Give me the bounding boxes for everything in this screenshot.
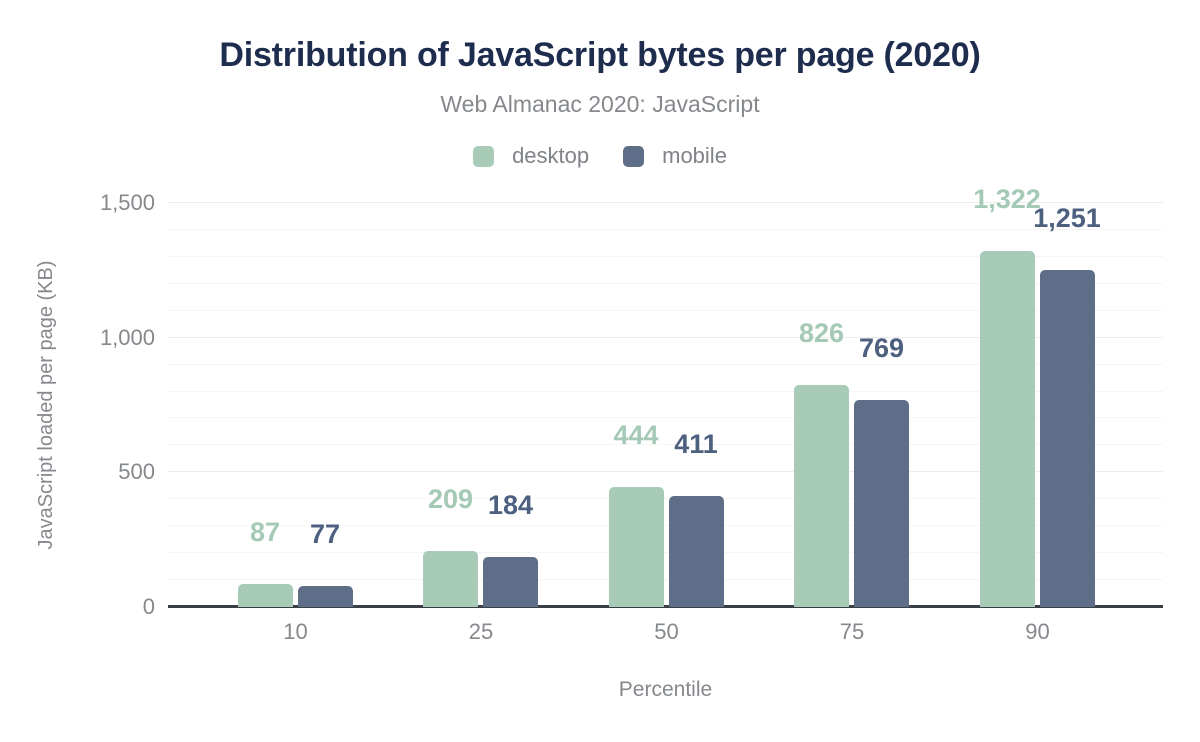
y-tick-label-1500: 1,500 (99, 190, 155, 215)
bar-value-desktop-p25: 209 (427, 483, 474, 514)
bar-desktop-p75 (794, 384, 849, 607)
y-tick-label-1000: 1,000 (99, 324, 155, 350)
gridline-minor-700 (168, 417, 1163, 419)
bar-mobile-p75 (854, 399, 909, 607)
legend-item-mobile: mobile (623, 143, 727, 169)
gridline-minor-1200 (168, 282, 1163, 284)
bar-value-mobile-p75: 769 (858, 332, 905, 363)
y-tick-label-0: 0 (142, 594, 155, 619)
bar-value-desktop-p75: 826 (798, 317, 845, 348)
bar-value-mobile-p25: 184 (487, 490, 534, 521)
gridline-minor-900 (168, 363, 1163, 365)
chart-title: Distribution of JavaScript bytes per pag… (219, 36, 981, 74)
gridline-minor-800 (168, 390, 1163, 392)
bar-value-mobile-p90: 1,251 (1033, 203, 1101, 234)
x-tick-label-90: 90 (1025, 619, 1050, 644)
bar-mobile-p90 (1039, 270, 1095, 607)
legend-label-desktop: desktop (512, 143, 590, 168)
bar-value-desktop-p50: 444 (613, 420, 659, 451)
bar-desktop-p90 (979, 250, 1035, 607)
desktop-swatch-icon (473, 145, 495, 167)
gridline-minor-1400 (168, 228, 1163, 230)
legend: desktop mobile (0, 143, 1200, 169)
x-tick-label-75: 75 (839, 619, 865, 644)
bar-value-mobile-p50: 411 (674, 429, 718, 460)
legend-item-desktop: desktop (473, 143, 589, 169)
bar-desktop-p25 (423, 550, 478, 607)
x-tick-label-50: 50 (654, 619, 679, 644)
bar-mobile-p50 (668, 496, 724, 607)
chart-subtitle: Web Almanac 2020: JavaScript (440, 91, 760, 117)
gridline-major-1500 (168, 202, 1163, 203)
gridline-minor-100 (168, 579, 1163, 581)
gridline-minor-1300 (168, 255, 1163, 257)
bar-mobile-p10 (297, 586, 353, 607)
y-tick-label-500: 500 (118, 459, 155, 485)
gridline-minor-1100 (168, 309, 1163, 311)
gridline-minor-600 (168, 444, 1163, 446)
y-axis-title: JavaScript loaded per page (KB) (35, 260, 57, 550)
gridline-minor-300 (168, 525, 1163, 527)
bar-mobile-p25 (483, 557, 538, 607)
bar-value-desktop-p90: 1,322 (973, 183, 1041, 214)
legend-label-mobile: mobile (662, 143, 727, 168)
x-axis-line (168, 605, 1163, 608)
bar-value-mobile-p10: 77 (309, 519, 341, 550)
x-tick-label-10: 10 (283, 619, 308, 644)
gridline-minor-400 (168, 498, 1163, 500)
mobile-swatch-icon (623, 145, 645, 167)
bar-value-desktop-p10: 87 (249, 516, 281, 547)
bar-desktop-p50 (608, 487, 664, 607)
plot-area: 87 209 444 826 1,322 77 184 411 769 1,251 (168, 184, 1163, 608)
gridline-major-500 (168, 471, 1163, 473)
bar-desktop-p10 (237, 583, 293, 607)
x-axis-title: Percentile (618, 678, 713, 701)
gridline-minor-200 (168, 552, 1163, 554)
x-tick-label-25: 25 (468, 619, 494, 644)
gridline-major-1000 (168, 336, 1163, 338)
